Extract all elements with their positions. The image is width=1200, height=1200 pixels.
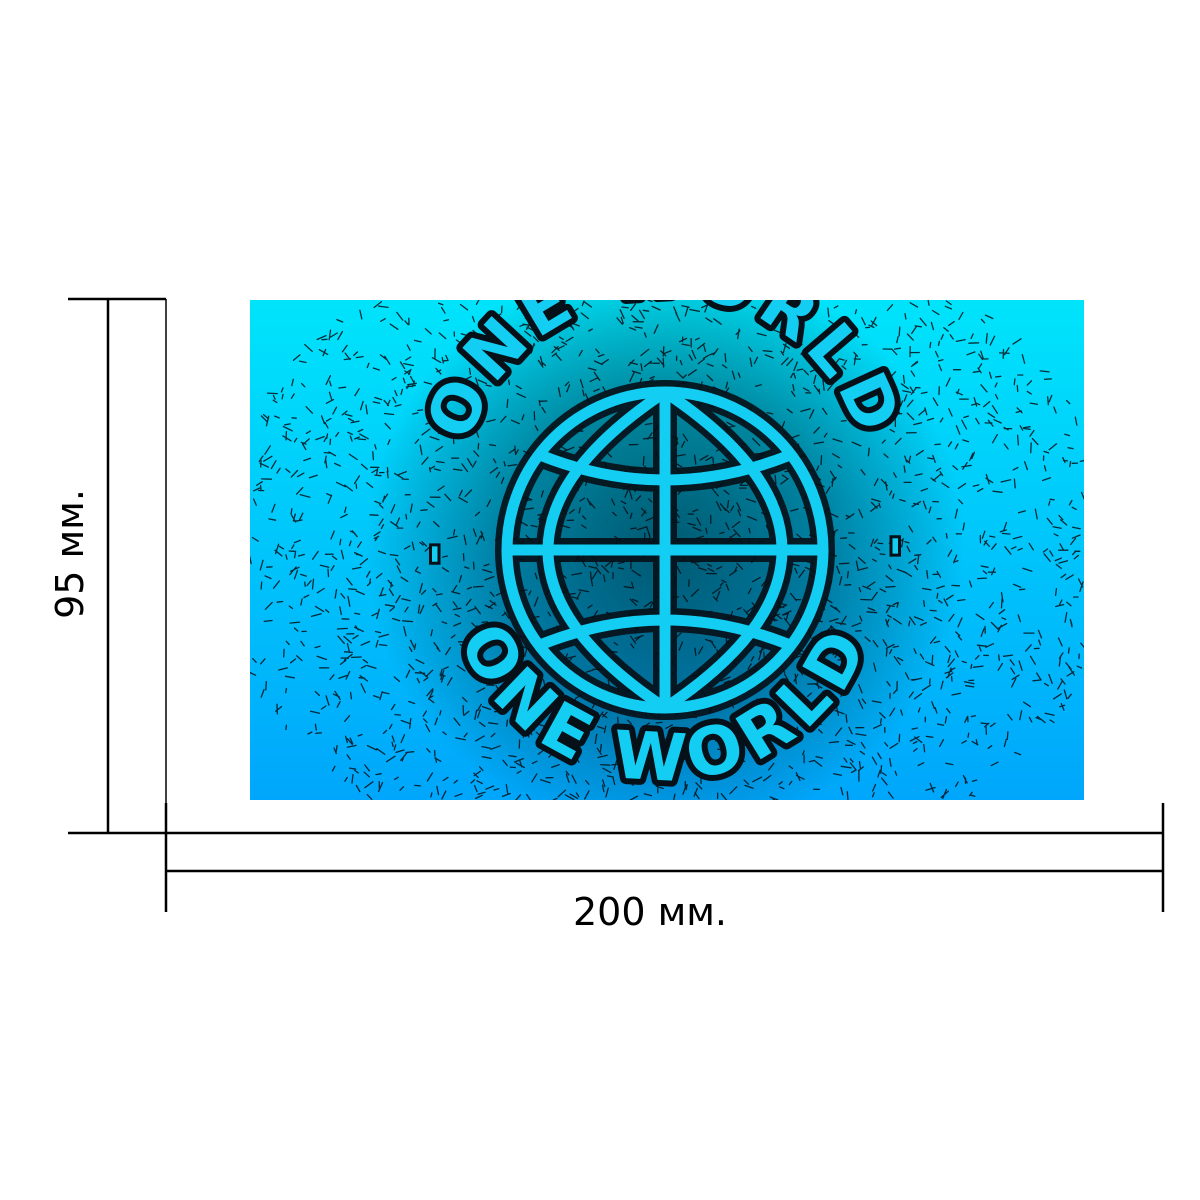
separator-right: - — [863, 534, 933, 567]
height-dimension — [68, 297, 167, 835]
print-image: ONE WORLD ONE WORLD ONE WORLD ONE WORLD … — [250, 300, 1084, 800]
width-dimension-label: 200 мм. — [572, 890, 728, 934]
height-dimension-label: 95 мм. — [48, 489, 92, 619]
width-dimension — [164, 803, 1165, 912]
globe-icon — [495, 380, 835, 720]
separator-left: - — [397, 534, 467, 567]
